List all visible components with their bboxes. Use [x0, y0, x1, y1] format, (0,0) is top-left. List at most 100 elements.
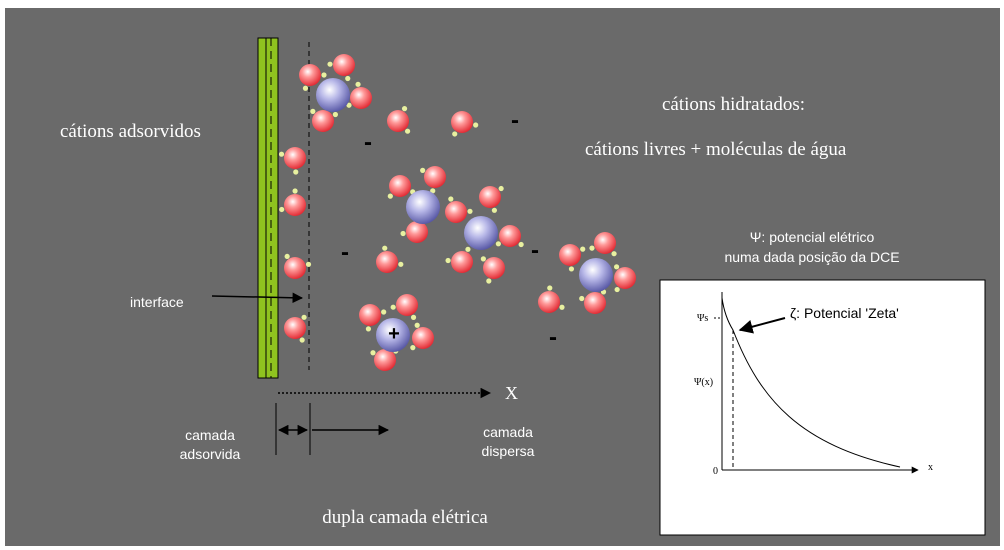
- hydrogen: [547, 285, 552, 290]
- hydrogen: [615, 287, 620, 292]
- water-oxygen: [299, 64, 321, 86]
- hydrogen: [400, 231, 405, 236]
- water-oxygen: [451, 111, 473, 133]
- water-oxygen: [584, 292, 606, 314]
- water-oxygen: [499, 225, 521, 247]
- hydrogen: [569, 266, 574, 271]
- hydrogen: [589, 246, 594, 251]
- hydrogen: [333, 112, 338, 117]
- charge: -: [364, 129, 372, 156]
- hydrogen: [345, 76, 350, 81]
- hydrogen: [415, 323, 420, 328]
- water-oxygen: [445, 201, 467, 223]
- hydrogen: [492, 208, 497, 213]
- hydrogen: [486, 278, 491, 283]
- hydrogen: [301, 315, 306, 320]
- hydrogen: [381, 309, 386, 314]
- charge: +: [388, 323, 400, 345]
- hydrogen: [580, 247, 585, 252]
- charge: -: [531, 237, 539, 264]
- water-oxygen: [538, 291, 560, 313]
- water-oxygen: [284, 317, 306, 339]
- cation: [464, 216, 498, 250]
- hydrogen: [306, 262, 311, 267]
- hydrogen: [481, 256, 486, 261]
- cation: [406, 190, 440, 224]
- hydrogen: [473, 122, 478, 127]
- charge: -: [341, 239, 349, 266]
- water-oxygen: [376, 251, 398, 273]
- inset-label: x: [928, 462, 933, 473]
- hydrogen: [467, 209, 472, 214]
- water-oxygen: [396, 294, 418, 316]
- hydrogen: [279, 152, 284, 157]
- hydrogen: [303, 86, 308, 91]
- hydrogen: [285, 254, 290, 259]
- hydrogen: [496, 241, 501, 246]
- water-oxygen: [333, 54, 355, 76]
- hydrogen: [370, 350, 375, 355]
- inset-label: 0: [713, 466, 718, 477]
- label: numa dada posição da DCE: [724, 249, 899, 265]
- charge: -: [549, 324, 557, 351]
- hydrogen: [327, 62, 332, 67]
- label: dispersa: [482, 443, 535, 459]
- water-oxygen: [374, 349, 396, 371]
- water-oxygen: [312, 110, 334, 132]
- hydrogen: [465, 247, 470, 252]
- solid-surface: [258, 38, 278, 378]
- water-oxygen: [284, 194, 306, 216]
- label: cátions livres + moléculas de água: [585, 139, 847, 160]
- hydrogen: [355, 82, 360, 87]
- inset-label: ζ: Potencial 'Zeta': [790, 305, 899, 321]
- hydrogen: [321, 72, 326, 77]
- water-oxygen: [412, 327, 434, 349]
- water-oxygen: [389, 175, 411, 197]
- hydrogen: [405, 129, 410, 134]
- water-oxygen: [359, 304, 381, 326]
- cation: [316, 78, 350, 112]
- water-oxygen: [451, 251, 473, 273]
- label: X: [505, 383, 518, 403]
- water-oxygen: [614, 267, 636, 289]
- water-oxygen: [594, 232, 616, 254]
- diagram: cátions adsorvidos cátions hidratados: c…: [0, 0, 1004, 550]
- hydrogen: [614, 264, 619, 269]
- hydrogen: [300, 337, 305, 342]
- hydrogen: [293, 169, 298, 174]
- hydrogen: [448, 196, 453, 201]
- hydrogen: [579, 296, 584, 301]
- hydrogen: [402, 106, 407, 111]
- hydrogen: [366, 326, 371, 331]
- label: camada: [483, 424, 533, 440]
- hydrogen: [279, 207, 284, 212]
- inset-label: Ψ(x): [694, 377, 713, 388]
- water-oxygen: [350, 87, 372, 109]
- hydrogen: [452, 131, 457, 136]
- charge: -: [511, 107, 519, 134]
- hydrogen: [391, 305, 396, 310]
- cation: [579, 258, 613, 292]
- water-oxygen: [424, 166, 446, 188]
- water-oxygen: [479, 186, 501, 208]
- hydrogen: [310, 109, 315, 114]
- water-oxygen: [284, 257, 306, 279]
- hydrogen: [445, 258, 450, 263]
- label: camada: [185, 427, 235, 443]
- hydrogen: [292, 188, 297, 193]
- hydrogen: [398, 262, 403, 267]
- hydrogen: [611, 251, 616, 256]
- hydrogen: [410, 345, 415, 350]
- hydrogen: [382, 246, 387, 251]
- water-oxygen: [483, 257, 505, 279]
- hydrogen: [411, 315, 416, 320]
- hydrogen: [519, 242, 524, 247]
- water-oxygen: [387, 110, 409, 132]
- water-oxygen: [559, 244, 581, 266]
- label: cátions hidratados:: [662, 94, 805, 115]
- label: interface: [130, 294, 184, 310]
- label: cátions adsorvidos: [60, 121, 201, 142]
- hydrogen: [499, 186, 504, 191]
- hydrogen: [559, 305, 564, 310]
- water-oxygen: [284, 147, 306, 169]
